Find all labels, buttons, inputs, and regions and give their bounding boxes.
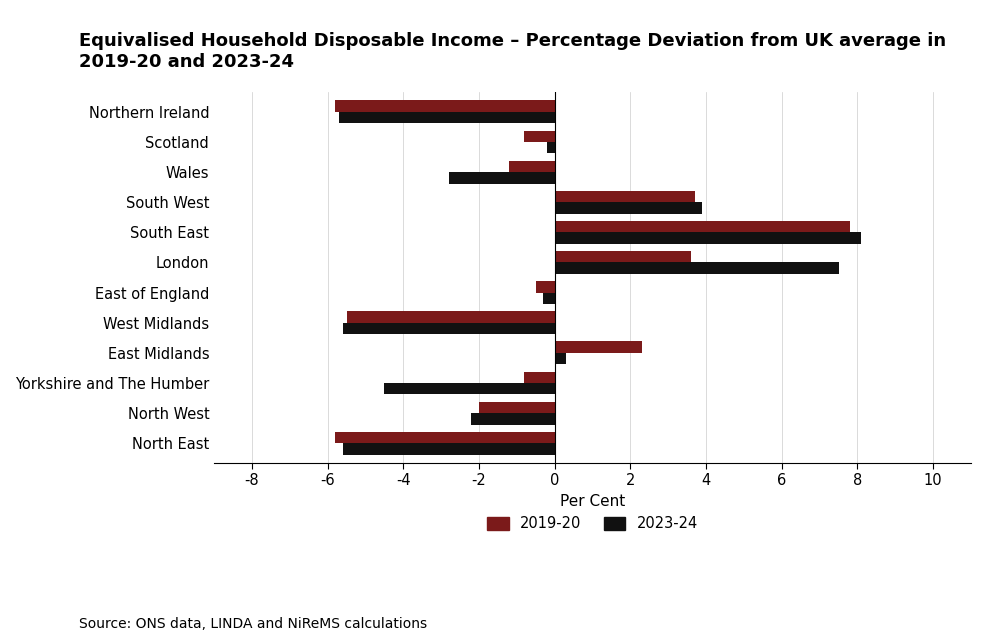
Bar <box>335 431 555 443</box>
Bar <box>471 413 555 424</box>
Bar <box>510 160 555 172</box>
Bar <box>535 281 555 292</box>
Text: Source: ONS data, LINDA and NiReMS calculations: Source: ONS data, LINDA and NiReMS calcu… <box>79 617 427 631</box>
Bar <box>555 251 691 263</box>
Bar <box>385 383 555 394</box>
Bar <box>449 172 555 184</box>
X-axis label: Per Cent: Per Cent <box>560 494 625 509</box>
Bar <box>346 311 555 323</box>
Bar <box>525 372 555 383</box>
Bar <box>479 402 555 413</box>
Bar <box>339 112 555 123</box>
Bar <box>343 323 555 334</box>
Bar <box>555 221 850 232</box>
Bar <box>335 100 555 112</box>
Bar <box>555 353 566 365</box>
Bar <box>555 263 838 274</box>
Bar <box>547 142 555 153</box>
Bar <box>343 443 555 455</box>
Bar <box>555 232 861 244</box>
Bar <box>555 202 702 214</box>
Text: Equivalised Household Disposable Income – Percentage Deviation from UK average i: Equivalised Household Disposable Income … <box>79 32 946 71</box>
Bar <box>555 191 695 202</box>
Bar <box>543 292 555 304</box>
Bar <box>555 341 642 353</box>
Legend: 2019-20, 2023-24: 2019-20, 2023-24 <box>481 510 704 537</box>
Bar <box>525 131 555 142</box>
